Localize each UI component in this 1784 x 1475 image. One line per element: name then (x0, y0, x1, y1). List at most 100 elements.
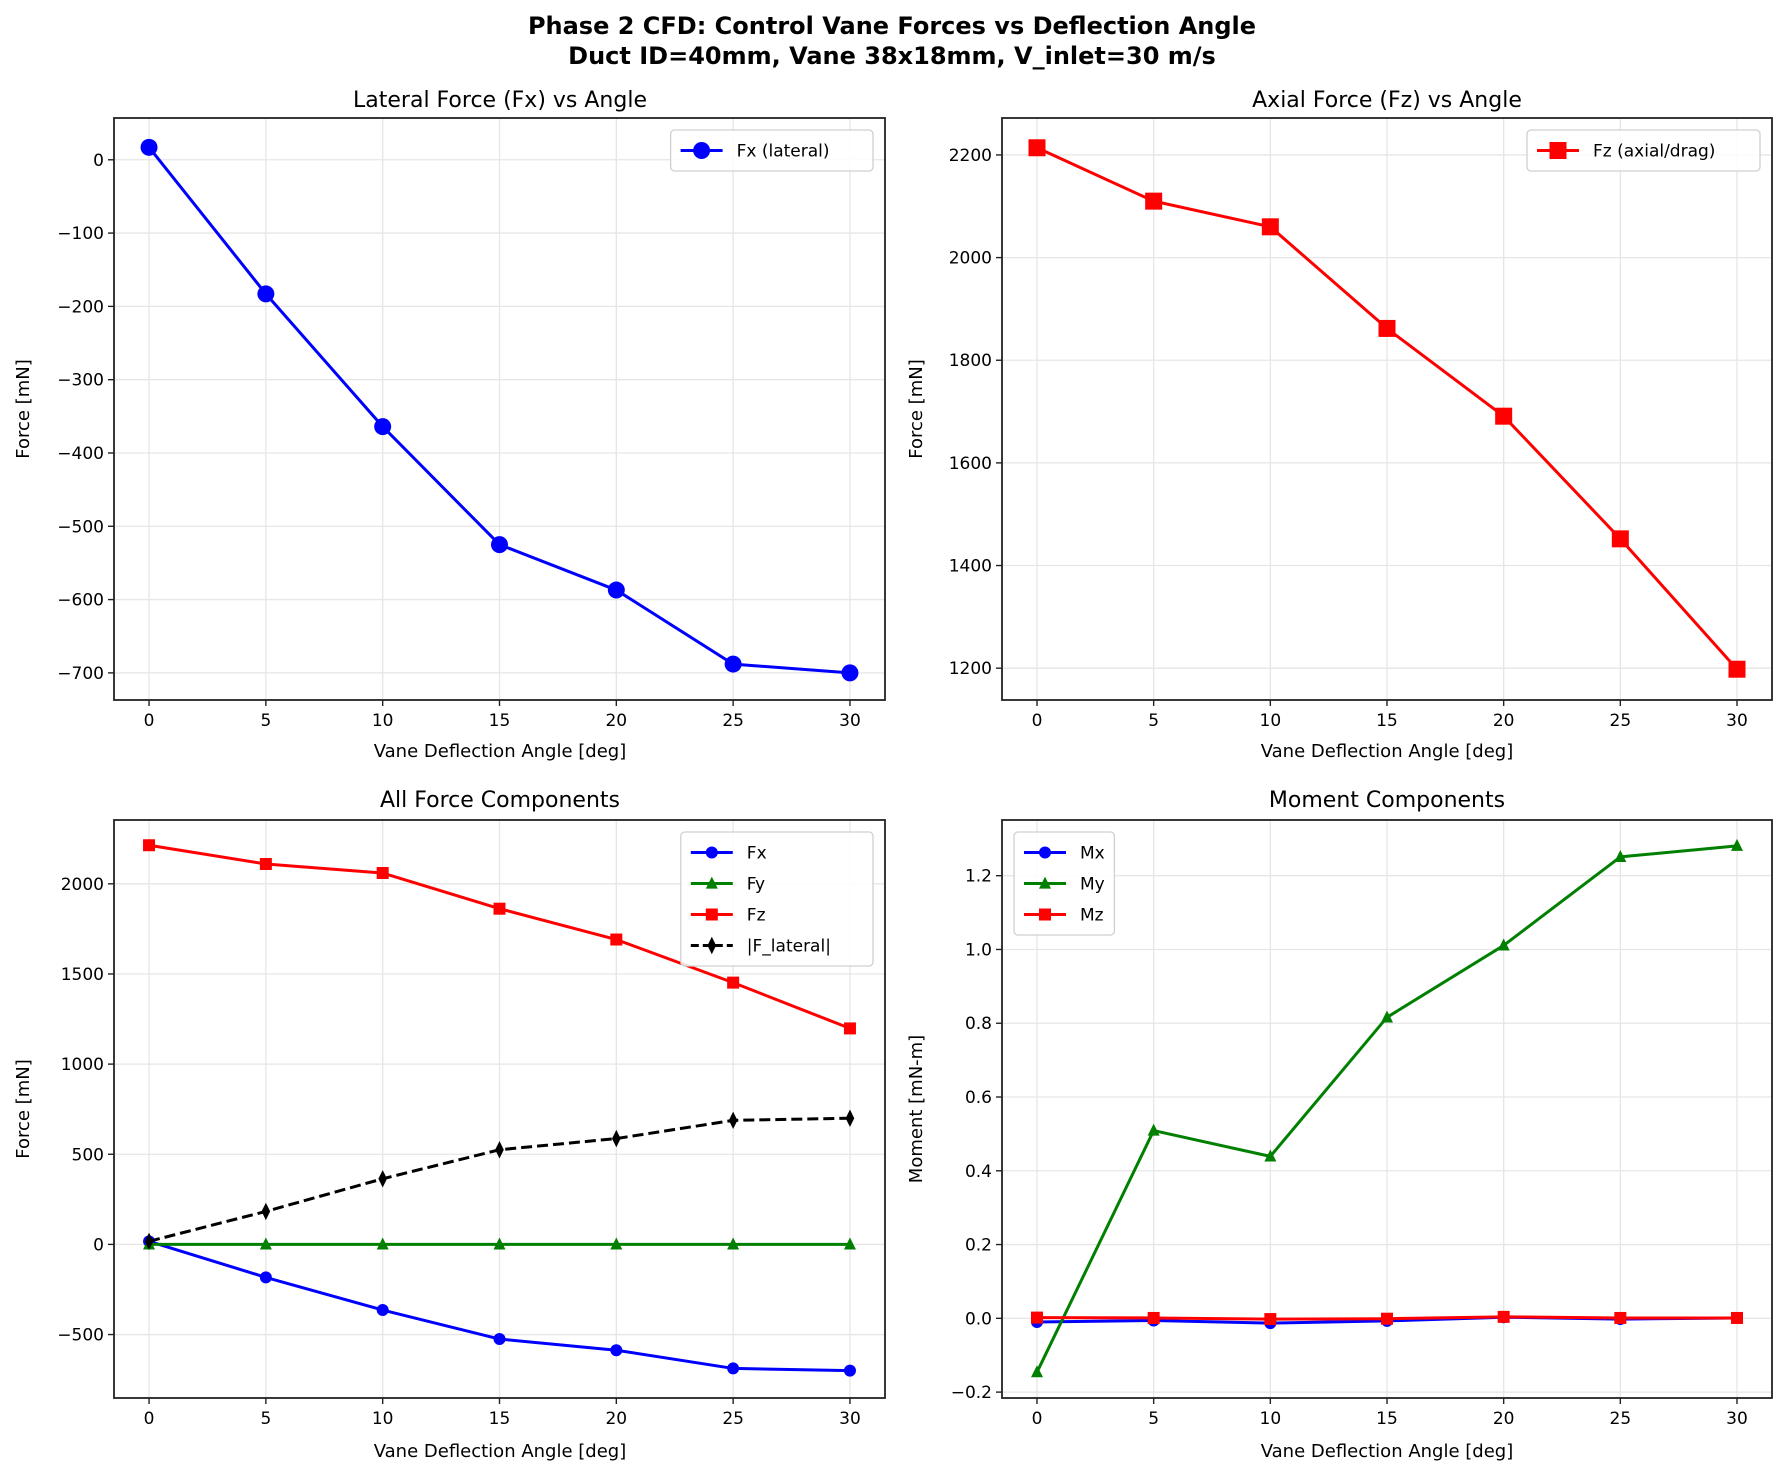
y-tick-label: 1.0 (965, 940, 992, 960)
data-point (841, 664, 859, 682)
series-fx (143, 1235, 856, 1377)
y-tick-label: −400 (57, 444, 104, 464)
y-tick-label: 2000 (61, 875, 104, 895)
data-point (1614, 1311, 1627, 1324)
y-axis-label: Moment [mN-m] (906, 1035, 927, 1183)
data-point (493, 902, 506, 915)
y-tick-label: −700 (57, 664, 104, 684)
y-tick-label: 2200 (949, 146, 992, 166)
data-point (1031, 1311, 1043, 1324)
legend-label: Fz (axial/drag) (1593, 142, 1715, 162)
series-my (1031, 838, 1743, 1378)
data-point (495, 1141, 504, 1159)
data-point (607, 581, 625, 599)
legend-label: Fz (747, 906, 766, 926)
x-tick-label: 15 (489, 1409, 511, 1429)
data-point (1731, 838, 1743, 851)
legend: Fx Fy Fz |F_lateral| (680, 831, 874, 967)
y-tick-label: −100 (57, 224, 104, 244)
y-tick-label: 1800 (949, 351, 992, 371)
x-tick-label: 10 (372, 711, 394, 731)
legend-frame (669, 129, 874, 172)
subplot-all-force-components: All Force Components Vane Deflection Ang… (13, 788, 886, 1462)
y-tick-label: 2000 (949, 249, 992, 269)
data-point (378, 1170, 388, 1188)
legend-item: Mz (1024, 906, 1104, 926)
y-tick-label: 0 (93, 151, 104, 171)
x-tick-label: 20 (605, 711, 627, 731)
data-point (140, 138, 158, 156)
y-tick-label: −0.2 (951, 1383, 992, 1403)
y-tick-label: 0.8 (965, 1014, 992, 1034)
legend-frame (1526, 129, 1761, 172)
data-point (376, 867, 389, 880)
x-tick-label: 20 (605, 1409, 627, 1429)
x-tick-label: 5 (260, 711, 271, 731)
data-point (727, 1362, 740, 1375)
plot-area (1002, 820, 1772, 1398)
series-fz (143, 839, 856, 1035)
plot-area (114, 118, 885, 700)
legend-item: My (1024, 875, 1105, 895)
data-point (493, 1237, 506, 1250)
y-tick-label: 0.2 (965, 1236, 992, 1256)
x-axis-label: Vane Deflection Angle [deg] (1261, 741, 1514, 762)
data-point (144, 1232, 154, 1251)
data-point (1495, 407, 1513, 425)
subplot-moment-components: Moment Components Vane Deflection Angle … (906, 788, 1773, 1462)
data-point (1147, 1123, 1160, 1136)
y-tick-label: 0.0 (965, 1309, 992, 1329)
data-point (376, 1304, 389, 1317)
y-tick-label: 0 (93, 1235, 104, 1255)
data-point (1264, 1149, 1277, 1162)
legend-item: Fx (lateral) (680, 142, 830, 162)
x-tick-label: 0 (1032, 1409, 1043, 1429)
legend-item: Fz (axial/drag) (1537, 142, 1715, 162)
series-f-lateral (144, 1109, 855, 1251)
x-tick-label: 5 (260, 1409, 271, 1429)
legend-item: Fz (690, 906, 766, 926)
legend-label: Mz (1080, 906, 1104, 926)
x-axis-label: Vane Deflection Angle [deg] (1261, 1441, 1514, 1462)
legend-label: |F_lateral| (747, 937, 831, 957)
y-tick-label: −500 (57, 1326, 104, 1346)
legend-marker (705, 876, 718, 889)
data-point (374, 418, 392, 436)
subplot-lateral-force: Lateral Force (Fx) vs Angle Vane Deflect… (13, 88, 886, 762)
data-point (843, 1237, 856, 1250)
series-fy (143, 1237, 856, 1250)
legend-item: Fy (690, 875, 765, 895)
x-tick-label: 30 (1726, 711, 1748, 731)
legend-marker (1549, 142, 1567, 159)
data-point (727, 1237, 740, 1250)
x-tick-label: 15 (1376, 1409, 1398, 1429)
legend-marker (1039, 876, 1051, 889)
legend-item: |F_lateral| (690, 936, 831, 957)
data-point (843, 1364, 856, 1377)
data-point (1381, 1312, 1393, 1325)
y-tick-label: −300 (57, 371, 104, 391)
legend-marker (1039, 846, 1051, 859)
legend-marker (707, 936, 717, 955)
data-point (143, 839, 156, 852)
plot-area (1002, 118, 1772, 700)
data-point (259, 1271, 272, 1284)
y-tick-label: 1000 (61, 1055, 104, 1075)
subplot-title: Moment Components (1269, 788, 1505, 813)
x-tick-label: 25 (1610, 711, 1632, 731)
x-axis-label: Vane Deflection Angle [deg] (374, 741, 627, 762)
y-tick-label: 500 (72, 1145, 104, 1165)
x-tick-label: 30 (839, 711, 861, 731)
y-tick-label: −500 (57, 517, 104, 537)
legend-label: Fx (lateral) (737, 142, 830, 162)
data-point (728, 1111, 738, 1130)
subplot-axial-force: Axial Force (Fz) vs Angle Vane Deflectio… (906, 88, 1773, 762)
y-tick-label: −600 (57, 591, 104, 611)
y-tick-label: 0.4 (965, 1162, 992, 1182)
legend-marker (1039, 908, 1051, 921)
x-tick-label: 25 (1610, 1409, 1632, 1429)
figure-title-line1: Phase 2 CFD: Control Vane Forces vs Defl… (528, 12, 1256, 40)
y-tick-label: −200 (57, 297, 104, 317)
legend-label: Mx (1080, 844, 1105, 864)
